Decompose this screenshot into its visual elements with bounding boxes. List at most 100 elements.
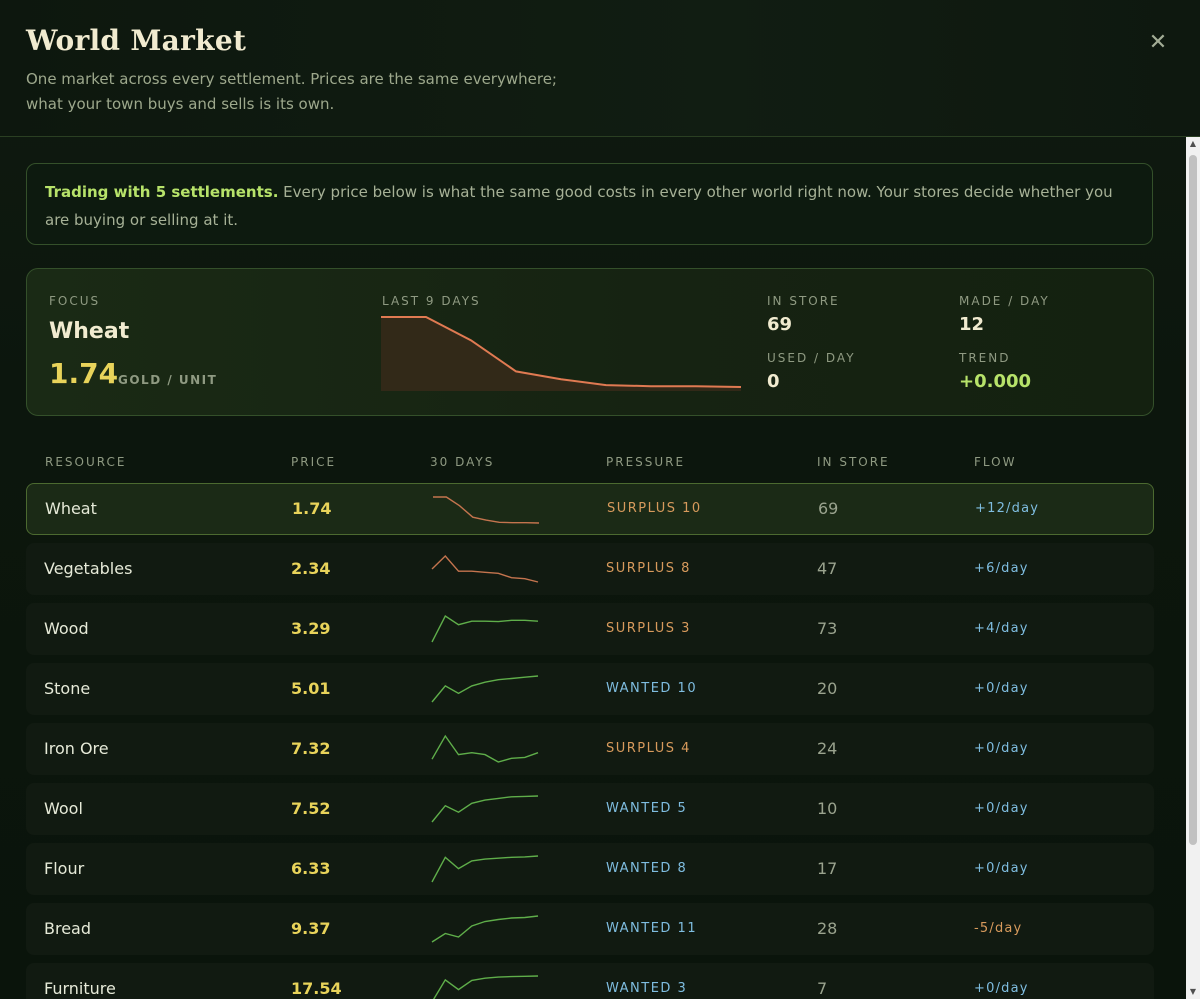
table-row[interactable]: Bread 9.37 WANTED 11 28 -5/day: [26, 903, 1154, 955]
sparkline-path: [431, 855, 539, 883]
sparkline: [431, 795, 539, 823]
flow-rate: +0/day: [974, 741, 1029, 756]
sparkline-path: [431, 554, 539, 583]
sparkline: [431, 915, 539, 943]
col-resource[interactable]: RESOURCE: [45, 455, 127, 469]
focus-price-unit: GOLD / UNIT: [118, 373, 218, 387]
pressure-badge: WANTED 3: [606, 981, 688, 996]
flow-rate: +0/day: [974, 681, 1029, 696]
sparkline-path: [431, 795, 539, 823]
resource-price: 6.33: [291, 859, 331, 878]
sparkline-path: [431, 915, 539, 943]
resource-name: Stone: [44, 679, 91, 698]
in-store-count: 10: [817, 799, 838, 818]
flow-rate: +4/day: [974, 621, 1029, 636]
sparkline: [431, 734, 539, 763]
flow-rate: +6/day: [974, 561, 1029, 576]
scroll-up-arrow-icon[interactable]: ▲: [1189, 139, 1197, 148]
table-row[interactable]: Stone 5.01 WANTED 10 20 +0/day: [26, 663, 1154, 715]
used-per-day-value: 0: [767, 371, 780, 392]
in-store-count: 47: [817, 559, 838, 578]
made-per-day-label: MADE / DAY: [959, 294, 1050, 308]
resource-name: Wheat: [45, 499, 97, 518]
resource-name: Vegetables: [44, 559, 133, 578]
sparkline: [431, 614, 539, 643]
focus-resource-name: Wheat: [49, 319, 130, 344]
modal-header: World Market One market across every set…: [0, 0, 1200, 137]
pressure-badge: WANTED 8: [606, 861, 688, 876]
resource-name: Furniture: [44, 979, 116, 998]
in-store-label: IN STORE: [767, 294, 840, 308]
table-row[interactable]: Wheat 1.74 SURPLUS 10 69 +12/day: [26, 483, 1154, 535]
table-row[interactable]: Wood 3.29 SURPLUS 3 73 +4/day: [26, 603, 1154, 655]
flow-rate: +0/day: [974, 981, 1029, 996]
sparkline: [431, 675, 539, 703]
resource-price: 9.37: [291, 919, 331, 938]
resource-price: 17.54: [291, 979, 342, 998]
used-per-day-label: USED / DAY: [767, 351, 856, 365]
resource-price: 7.52: [291, 799, 331, 818]
pressure-badge: SURPLUS 3: [606, 621, 691, 636]
table-header: RESOURCE PRICE 30 DAYS PRESSURE IN STORE…: [0, 455, 1184, 475]
banner-highlight: Trading with 5 settlements.: [45, 183, 279, 201]
pressure-badge: WANTED 10: [606, 681, 698, 696]
resource-name: Bread: [44, 919, 92, 938]
in-store-count: 20: [817, 679, 838, 698]
focus-panel: FOCUS Wheat 1.74 GOLD / UNIT LAST 9 DAYS…: [26, 268, 1154, 416]
col-price[interactable]: PRICE: [291, 455, 337, 469]
col-pressure[interactable]: PRESSURE: [606, 455, 686, 469]
focus-price-chart: [381, 316, 741, 391]
in-store-count: 7: [817, 979, 828, 998]
resource-price: 3.29: [291, 619, 331, 638]
flow-rate: -5/day: [974, 921, 1023, 936]
focus-chart-line: [381, 316, 741, 388]
trend-label: TREND: [959, 351, 1011, 365]
trend-value: +0.000: [959, 371, 1032, 392]
in-store-count: 28: [817, 919, 838, 938]
resource-name: Wool: [44, 799, 83, 818]
sparkline-path: [431, 734, 539, 763]
resource-price: 7.32: [291, 739, 331, 758]
sparkline-path: [431, 675, 539, 703]
sparkline-path: [433, 496, 540, 524]
in-store-count: 24: [817, 739, 838, 758]
pressure-badge: WANTED 11: [606, 921, 698, 936]
pressure-badge: SURPLUS 4: [606, 741, 691, 756]
pressure-badge: SURPLUS 8: [606, 561, 691, 576]
col-30-days: 30 DAYS: [430, 455, 495, 469]
resource-name: Flour: [44, 859, 85, 878]
pressure-badge: WANTED 5: [606, 801, 688, 816]
col-flow[interactable]: FLOW: [974, 455, 1017, 469]
sparkline: [432, 975, 539, 999]
flow-rate: +0/day: [974, 861, 1029, 876]
table-row[interactable]: Iron Ore 7.32 SURPLUS 4 24 +0/day: [26, 723, 1154, 775]
resource-price: 1.74: [292, 499, 332, 518]
resource-price: 5.01: [291, 679, 331, 698]
in-store-value: 69: [767, 314, 793, 335]
table-row[interactable]: Wool 7.52 WANTED 5 10 +0/day: [26, 783, 1154, 835]
scrollbar-thumb[interactable]: [1189, 155, 1197, 845]
sparkline: [431, 554, 539, 583]
in-store-count: 69: [818, 499, 839, 518]
col-in-store[interactable]: IN STORE: [817, 455, 890, 469]
page-title: World Market: [26, 24, 247, 57]
scroll-down-arrow-icon[interactable]: ▼: [1189, 987, 1197, 996]
table-row[interactable]: Furniture 17.54 WANTED 3 7 +0/day: [26, 963, 1154, 999]
scrollbar[interactable]: ▲ ▼: [1186, 137, 1200, 999]
banner-text: Every price below is what the same good …: [45, 183, 1113, 229]
focus-chart-area: [381, 317, 741, 391]
sparkline-path: [432, 975, 539, 999]
flow-rate: +12/day: [975, 501, 1040, 516]
table-row[interactable]: Vegetables 2.34 SURPLUS 8 47 +6/day: [26, 543, 1154, 595]
close-icon[interactable]: ✕: [1148, 30, 1168, 55]
resource-name: Iron Ore: [44, 739, 109, 758]
trading-banner: Trading with 5 settlements. Every price …: [26, 163, 1153, 245]
table-row[interactable]: Flour 6.33 WANTED 8 17 +0/day: [26, 843, 1154, 895]
focus-label: FOCUS: [49, 294, 101, 308]
focus-price: 1.74: [49, 357, 119, 390]
in-store-count: 73: [817, 619, 838, 638]
market-scroll-area[interactable]: Trading with 5 settlements. Every price …: [0, 137, 1184, 999]
resource-name: Wood: [44, 619, 89, 638]
in-store-count: 17: [817, 859, 838, 878]
